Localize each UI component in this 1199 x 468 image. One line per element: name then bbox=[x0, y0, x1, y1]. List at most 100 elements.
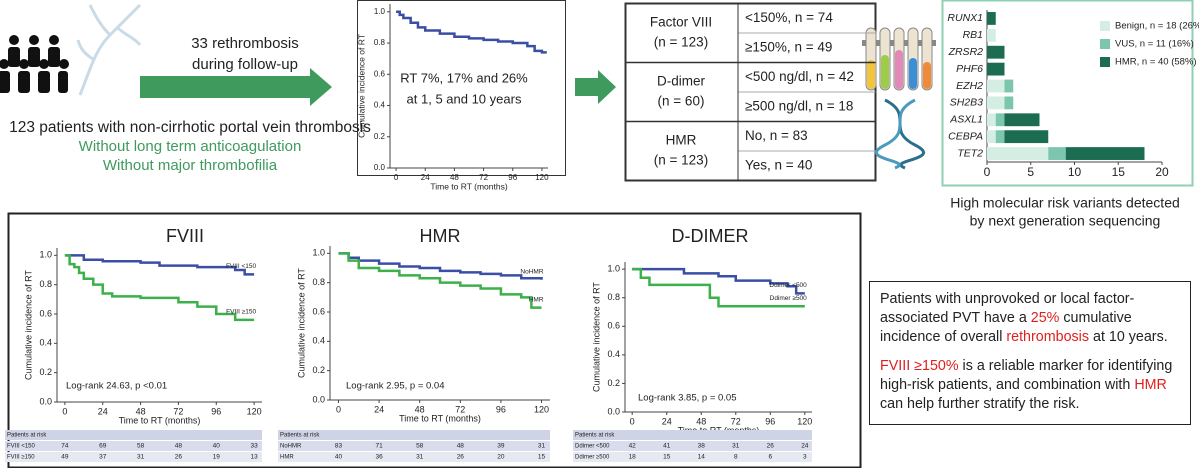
y-axis-label: Cumulative incidence of RT bbox=[296, 268, 306, 378]
y-tick-label: 0.0 bbox=[607, 406, 620, 416]
bar-segment bbox=[987, 45, 1005, 59]
series-label: NoHMR bbox=[520, 268, 543, 275]
risk-row-bg bbox=[5, 441, 262, 451]
risk-row-bg bbox=[278, 441, 550, 451]
x-tick-label: 0 bbox=[62, 406, 67, 416]
text: at 10 years. bbox=[1089, 329, 1168, 345]
risk-value: 18 bbox=[629, 454, 637, 461]
bar-segment bbox=[987, 28, 996, 42]
risk-value: 13 bbox=[250, 454, 258, 461]
bar-segment bbox=[987, 12, 996, 25]
x-tick-label: 10 bbox=[1068, 165, 1082, 179]
y-tick-label: 0.0 bbox=[312, 394, 325, 404]
bar-segment bbox=[987, 147, 1049, 160]
km-curve bbox=[396, 10, 547, 54]
category-label: PHF6 bbox=[956, 63, 983, 75]
risk-value: 74 bbox=[61, 443, 69, 450]
risk-value: 58 bbox=[416, 443, 424, 450]
x-tick-label: 48 bbox=[136, 406, 146, 416]
group-label: Factor VIII bbox=[650, 15, 712, 30]
table-cell: Yes, n = 40 bbox=[745, 157, 812, 172]
risk-value: 37 bbox=[99, 454, 107, 461]
risk-value: 19 bbox=[213, 454, 221, 461]
group-label: (n = 60) bbox=[658, 94, 705, 109]
caption: by next generation sequencing bbox=[970, 213, 1161, 229]
y-tick-label: 0.8 bbox=[607, 292, 620, 302]
bar-segment bbox=[987, 62, 1005, 76]
chart-title: HMR bbox=[420, 226, 461, 246]
risk-value: 26 bbox=[767, 443, 775, 450]
risk-value: 20 bbox=[497, 454, 505, 461]
y-tick-label: 0.4 bbox=[39, 338, 52, 348]
y-axis-label: Cumulative incidence of RT bbox=[356, 34, 366, 138]
annotation: Log-rank 2.95, p = 0.04 bbox=[346, 381, 445, 392]
x-tick-label: 24 bbox=[421, 173, 430, 182]
x-tick-label: 72 bbox=[479, 173, 488, 182]
x-tick-label: 24 bbox=[98, 406, 108, 416]
x-tick-label: 48 bbox=[696, 416, 706, 426]
risk-value: 42 bbox=[629, 443, 637, 450]
risk-value: 69 bbox=[99, 443, 107, 450]
highlight: 25% bbox=[1030, 310, 1060, 326]
vessel-icon bbox=[76, 3, 142, 96]
risk-title: Patients at risk bbox=[575, 433, 615, 439]
legend-label: HMR, n = 40 (58%) bbox=[1115, 57, 1197, 68]
x-tick-label: 20 bbox=[1155, 165, 1169, 179]
y-tick-label: 0.2 bbox=[374, 132, 386, 141]
arrow bbox=[140, 68, 332, 106]
risk-value: 24 bbox=[801, 443, 809, 450]
y-tick-label: 0.4 bbox=[312, 336, 325, 346]
risk-value: 3 bbox=[803, 454, 807, 461]
paragraph: Patients with unprovoked or local factor… bbox=[880, 290, 1180, 347]
x-tick-label: 0 bbox=[394, 173, 399, 182]
dna-icon bbox=[875, 98, 925, 170]
text: Patients with unprovoked or local factor… bbox=[880, 291, 1135, 326]
x-tick-label: 96 bbox=[496, 404, 506, 414]
x-tick-label: 96 bbox=[508, 173, 517, 182]
km-curve bbox=[632, 267, 805, 308]
y-tick-label: 0.8 bbox=[39, 279, 52, 289]
x-tick-label: 0 bbox=[984, 165, 991, 179]
x-axis-label: Time to RT (months) bbox=[399, 413, 481, 423]
legend-swatch bbox=[1100, 39, 1110, 49]
x-tick-label: 72 bbox=[173, 406, 183, 416]
risk-value: 49 bbox=[61, 454, 69, 461]
category-label: TET2 bbox=[957, 147, 983, 159]
y-tick-label: 0.2 bbox=[607, 378, 620, 388]
category-label: CEBPA bbox=[948, 130, 983, 142]
highlight: HMR bbox=[1134, 377, 1167, 393]
arrow-text: 33 rethrombosis bbox=[191, 35, 299, 52]
x-tick-label: 120 bbox=[535, 173, 549, 182]
paragraph: FVIII ≥150% is a reliable marker for ide… bbox=[880, 357, 1180, 414]
category-label: SH2B3 bbox=[950, 97, 983, 109]
risk-header-bg bbox=[5, 430, 262, 440]
bar-segment bbox=[1004, 130, 1049, 144]
x-tick-label: 0 bbox=[630, 416, 635, 426]
risk-value: 26 bbox=[175, 454, 183, 461]
series-label: Ddimer <500 bbox=[769, 282, 807, 289]
highlight: rethrombosis bbox=[1006, 329, 1090, 345]
y-axis-label: Cumulative incidence of RT bbox=[591, 282, 601, 392]
km-curve bbox=[64, 254, 255, 322]
x-tick-label: 24 bbox=[374, 404, 384, 414]
table-cell: <150%, n = 74 bbox=[745, 10, 833, 25]
series-label: HMR bbox=[529, 296, 544, 303]
x-tick-label: 24 bbox=[662, 416, 672, 426]
category-label: ZRSR2 bbox=[948, 46, 984, 58]
annotation: Log-rank 3.85, p = 0.05 bbox=[638, 393, 737, 404]
y-tick-label: 0.4 bbox=[374, 101, 386, 110]
x-tick-label: 120 bbox=[247, 406, 262, 416]
risk-value: 58 bbox=[137, 443, 145, 450]
category-label: EZH2 bbox=[956, 80, 983, 92]
x-axis-label: Time to RT (months) bbox=[119, 415, 201, 425]
risk-title: Patients at risk bbox=[280, 433, 320, 439]
group-label: (n = 123) bbox=[654, 35, 708, 50]
risk-header-bg bbox=[573, 430, 812, 440]
group-label: (n = 123) bbox=[654, 153, 708, 168]
risk-value: 31 bbox=[416, 454, 424, 461]
series-label: Ddimer ≥500 bbox=[770, 295, 808, 302]
y-tick-label: 0.6 bbox=[312, 306, 325, 316]
risk-value: 48 bbox=[457, 443, 465, 450]
people-icon bbox=[0, 35, 69, 93]
